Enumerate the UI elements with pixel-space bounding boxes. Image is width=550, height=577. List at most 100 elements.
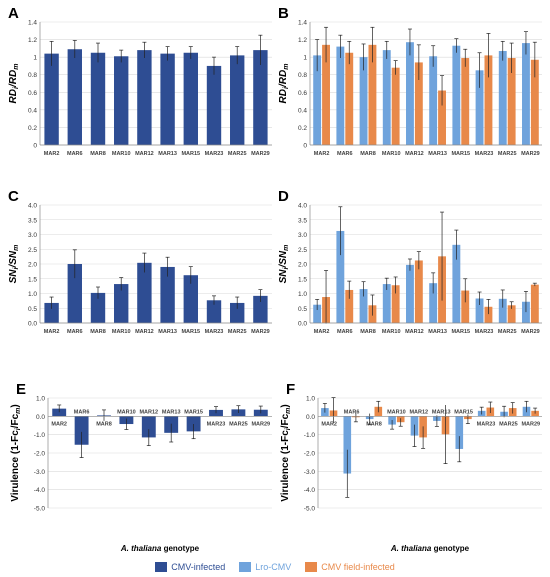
legend-item-lro: Lro-CMV <box>239 562 291 572</box>
legend-label-cmv: CMV-infected <box>171 562 226 572</box>
y-tick-label: 1 <box>303 55 307 62</box>
bar <box>368 44 377 145</box>
x-tick-label: MAR25 <box>228 151 247 157</box>
y-tick-label: 1 <box>33 55 37 62</box>
x-tick-label: MAR15 <box>454 409 473 415</box>
y-tick-label: 0.5 <box>298 306 307 313</box>
bar <box>345 289 354 323</box>
y-tick-label: 3.0 <box>298 232 307 239</box>
bar <box>160 266 175 323</box>
bar <box>206 65 222 145</box>
y-tick-label: 2.5 <box>298 247 307 254</box>
y-tick-label: 3.5 <box>28 217 37 224</box>
bar <box>90 52 106 145</box>
bar <box>475 298 484 323</box>
legend: CMV-infected Lro-CMV CMV field-infected <box>0 559 550 575</box>
bar <box>230 55 245 146</box>
legend-label-field: CMV field-infected <box>321 562 395 572</box>
x-tick-label: MAR12 <box>135 329 154 335</box>
bar <box>137 50 152 145</box>
bar <box>313 55 322 146</box>
x-tick-label: MAR25 <box>229 421 248 427</box>
y-tick-label: 3.0 <box>28 232 37 239</box>
bar <box>359 289 368 323</box>
bar <box>345 52 354 145</box>
x-tick-label: MAR6 <box>67 151 83 157</box>
x-tick-label: MAR23 <box>205 329 224 335</box>
y-tick-label: 1.0 <box>298 291 307 298</box>
legend-label-lro: Lro-CMV <box>255 562 292 572</box>
y-tick-label: 0.5 <box>28 306 37 313</box>
bar <box>391 285 400 323</box>
x-tick-label: MAR6 <box>344 409 360 415</box>
x-tick-label: MAR13 <box>432 409 451 415</box>
panel-letter: F <box>286 381 295 398</box>
bar <box>498 50 507 145</box>
x-tick-label: MAR2 <box>44 329 60 335</box>
bar <box>429 283 438 323</box>
bar <box>484 55 493 146</box>
x-tick-label: MAR8 <box>366 421 382 427</box>
panel-f: F -5.0 -4.0 -3.0 -2.0 -1.0 0.0 1.0 MAR2 MAR6 MAR8 M… <box>280 381 542 553</box>
bar <box>322 44 330 145</box>
x-tick-label: MAR23 <box>475 329 494 335</box>
panel-letter: C <box>8 188 19 205</box>
bar <box>67 264 82 323</box>
y-tick-label: -5.0 <box>304 506 316 513</box>
x-tick-label: MAR10 <box>382 151 401 157</box>
x-tick-label: MAR29 <box>521 151 540 157</box>
x-tick-label: MAR29 <box>251 421 270 427</box>
y-tick-label: 1.4 <box>298 20 307 27</box>
bar <box>343 416 352 474</box>
x-tick-label: MAR12 <box>135 151 154 157</box>
panel-letter: D <box>278 188 289 205</box>
bar <box>522 43 530 146</box>
bar <box>429 56 438 146</box>
x-tick-label: MAR6 <box>337 329 353 335</box>
x-tick-label: MAR13 <box>158 151 177 157</box>
y-tick-label: -1.0 <box>34 432 46 439</box>
bar <box>67 49 82 145</box>
x-tick-label: MAR10 <box>117 409 136 415</box>
x-axis-label: A. thaliana genotype <box>390 544 470 553</box>
y-tick-label: 3.5 <box>298 217 307 224</box>
panel-letter: E <box>16 381 26 398</box>
x-tick-label: MAR13 <box>428 329 447 335</box>
bar <box>206 300 222 323</box>
x-tick-label: MAR10 <box>112 329 131 335</box>
bar <box>498 298 507 323</box>
x-tick-label: MAR25 <box>498 151 517 157</box>
bar <box>391 67 400 145</box>
y-tick-label: -2.0 <box>34 451 46 458</box>
panel-letter: A <box>8 5 19 22</box>
y-tick-label: 0.8 <box>298 72 307 79</box>
bar <box>484 306 493 323</box>
bar <box>406 264 414 323</box>
x-tick-label: MAR6 <box>337 151 353 157</box>
bar <box>455 416 464 449</box>
x-tick-label: MAR10 <box>382 329 401 335</box>
bar <box>253 295 268 323</box>
y-tick-label: 1.5 <box>298 276 307 283</box>
x-tick-label: MAR23 <box>207 421 226 427</box>
y-tick-label: 0 <box>33 143 37 150</box>
x-tick-label: MAR23 <box>205 151 224 157</box>
y-tick-label: 0.0 <box>28 321 37 328</box>
y-tick-label: 0.4 <box>298 107 307 114</box>
x-tick-label: MAR8 <box>90 151 106 157</box>
x-tick-label: MAR2 <box>314 151 330 157</box>
legend-item-cmv: CMV-infected <box>155 562 225 572</box>
x-tick-label: MAR10 <box>112 151 131 157</box>
y-tick-label: 1.0 <box>28 291 37 298</box>
y-tick-label: 0.6 <box>28 90 37 97</box>
x-tick-label: MAR13 <box>158 329 177 335</box>
y-tick-label: 0.6 <box>298 90 307 97</box>
y-tick-label: -4.0 <box>304 487 316 494</box>
legend-swatch-field <box>305 562 318 572</box>
y-tick-label: -3.0 <box>34 469 46 476</box>
y-tick-label: -4.0 <box>34 487 46 494</box>
panel-letter: B <box>278 5 289 22</box>
bar <box>141 416 156 438</box>
x-tick-label: MAR13 <box>428 151 447 157</box>
x-tick-label: MAR8 <box>90 329 106 335</box>
